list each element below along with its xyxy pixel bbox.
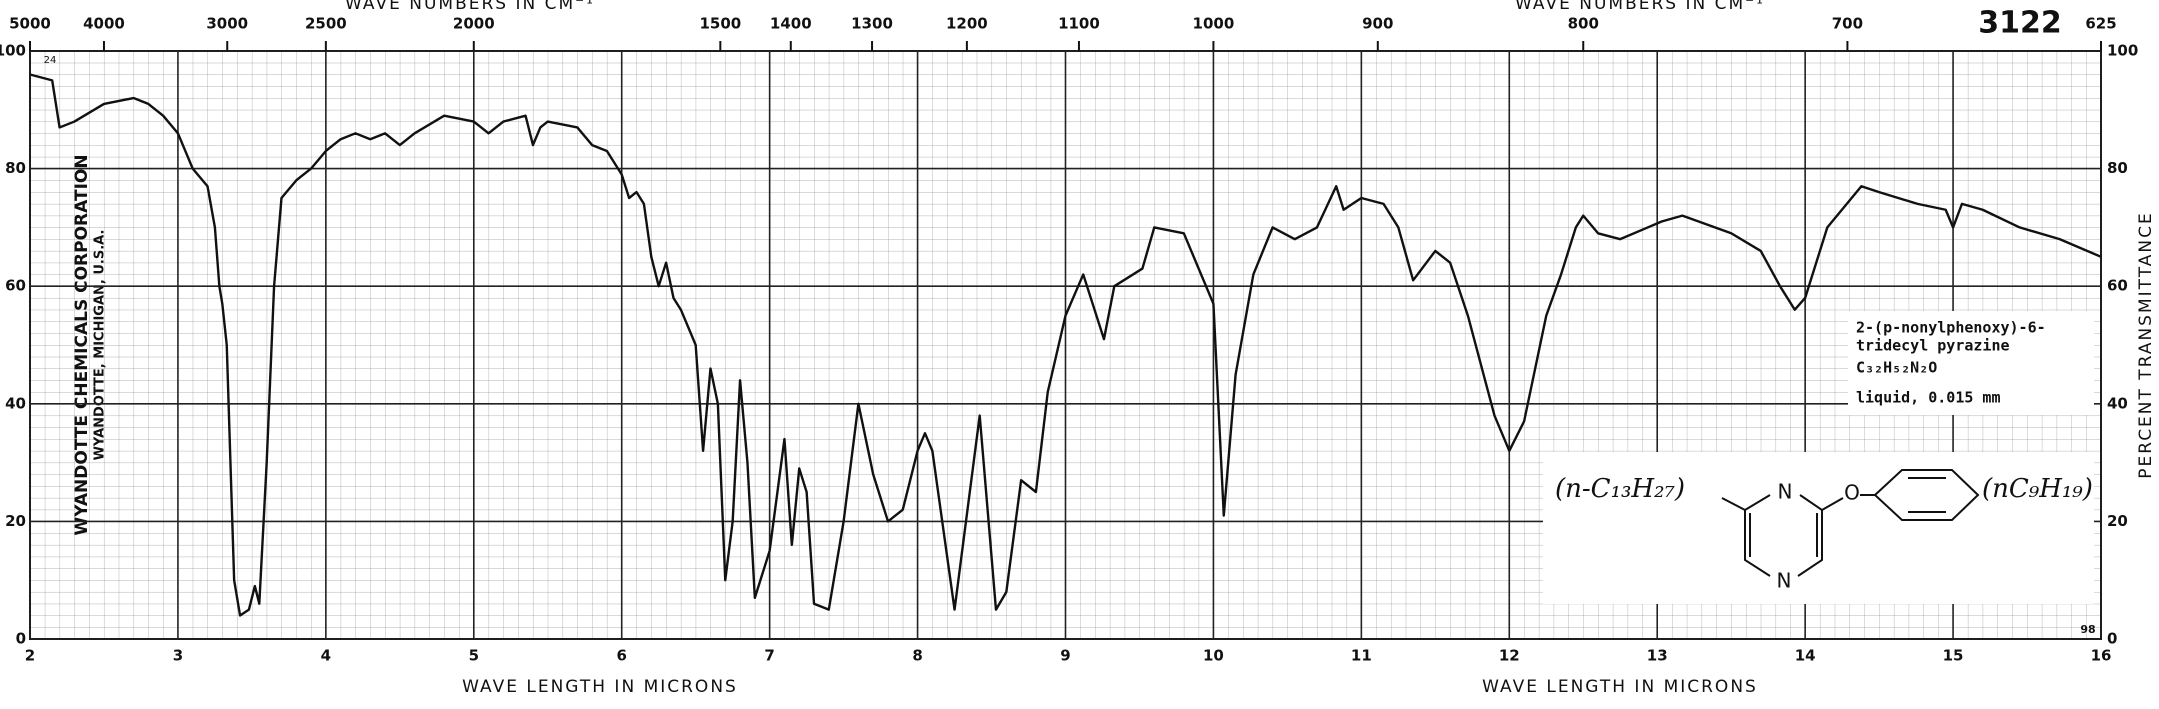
x-tick-label: 7 [764,647,774,665]
x-tick-label: 11 [1351,647,1372,665]
x-tick-label: 2 [25,647,35,665]
x-tick-label: 15 [1943,647,1964,665]
x2-tick-label: 625 [2085,15,2116,33]
x-tick-label: 12 [1499,647,1520,665]
x-tick-label: 3 [173,647,183,665]
catalog-number: 3122 [1978,6,2062,41]
compound-formula: C₃₂H₅₂N₂O [1856,359,1937,377]
y-tick-label: 0 [16,630,26,648]
x2-axis-label: WAVE NUMBERS IN CM⁻¹ [345,0,595,14]
side-text: WYANDOTTE, MICHIGAN, U.S.A. [93,230,108,461]
x-tick-label: 16 [2091,647,2112,665]
x-tick-label: 8 [912,647,922,665]
y-tick-label: 80 [5,159,26,177]
y-tick-label: 60 [2107,277,2128,295]
y-tick-label: 100 [0,42,26,60]
structure-group: (nC₉H₁₉) [1982,474,2093,504]
structure-atom: O [1844,481,1860,505]
corner-mark: 24 [44,55,57,66]
x-axis-label: WAVE LENGTH IN MICRONS [462,677,738,697]
x-tick-label: 13 [1647,647,1668,665]
y-tick-label: 20 [2107,512,2128,530]
x2-tick-label: 1200 [946,15,988,33]
compound-box [1848,311,2094,415]
spectrum-line [29,73,2102,617]
y-tick-label: 40 [5,394,26,412]
x2-tick-label: 900 [1362,15,1393,33]
x2-tick-label: 4000 [83,15,125,33]
x-tick-label: 4 [321,647,331,665]
x2-tick-label: 2000 [453,15,495,33]
y-axis-label: PERCENT TRANSMITTANCE [2136,211,2156,479]
x-tick-label: 14 [1795,647,1816,665]
x2-axis-label: WAVE NUMBERS IN CM⁻¹ [1515,0,1765,14]
x2-tick-label: 5000 [9,15,51,33]
x2-tick-label: 3000 [206,15,248,33]
x-tick-label: 9 [1060,647,1070,665]
x2-tick-label: 1100 [1058,15,1100,33]
x2-tick-label: 800 [1568,15,1599,33]
structure-bonds [1721,469,1980,577]
x2-tick-label: 1500 [699,15,741,33]
side-text: WYANDOTTE CHEMICALS CORPORATION [72,154,92,535]
compound-name: 2-(p-nonylphenoxy)-6- [1856,319,2046,337]
x2-tick-label: 1000 [1193,15,1235,33]
y-tick-label: 40 [2107,394,2128,412]
x-tick-label: 5 [469,647,479,665]
structure-box [1543,452,2094,604]
y-tick-label: 0 [2107,630,2117,648]
x2-tick-label: 700 [1832,15,1863,33]
x2-tick-label: 1300 [851,15,893,33]
corner-mark: 98 [2080,623,2095,636]
y-tick-label: 100 [2107,42,2138,60]
compound-name: tridecyl pyrazine [1856,337,2010,355]
structure-group: (n-C₁₃H₂₇) [1555,474,1685,504]
y-tick-label: 60 [5,277,26,295]
x2-tick-label: 1400 [770,15,812,33]
y-tick-label: 20 [5,512,26,530]
y-tick-label: 80 [2107,159,2128,177]
x-axis-label: WAVE LENGTH IN MICRONS [1482,677,1758,697]
x2-tick-label: 2500 [305,15,347,33]
structure-atom: N [1777,569,1792,593]
x-tick-label: 10 [1203,647,1224,665]
x-tick-label: 6 [616,647,626,665]
compound-sample: liquid, 0.015 mm [1856,389,2001,407]
structure-atom: N [1778,480,1793,504]
